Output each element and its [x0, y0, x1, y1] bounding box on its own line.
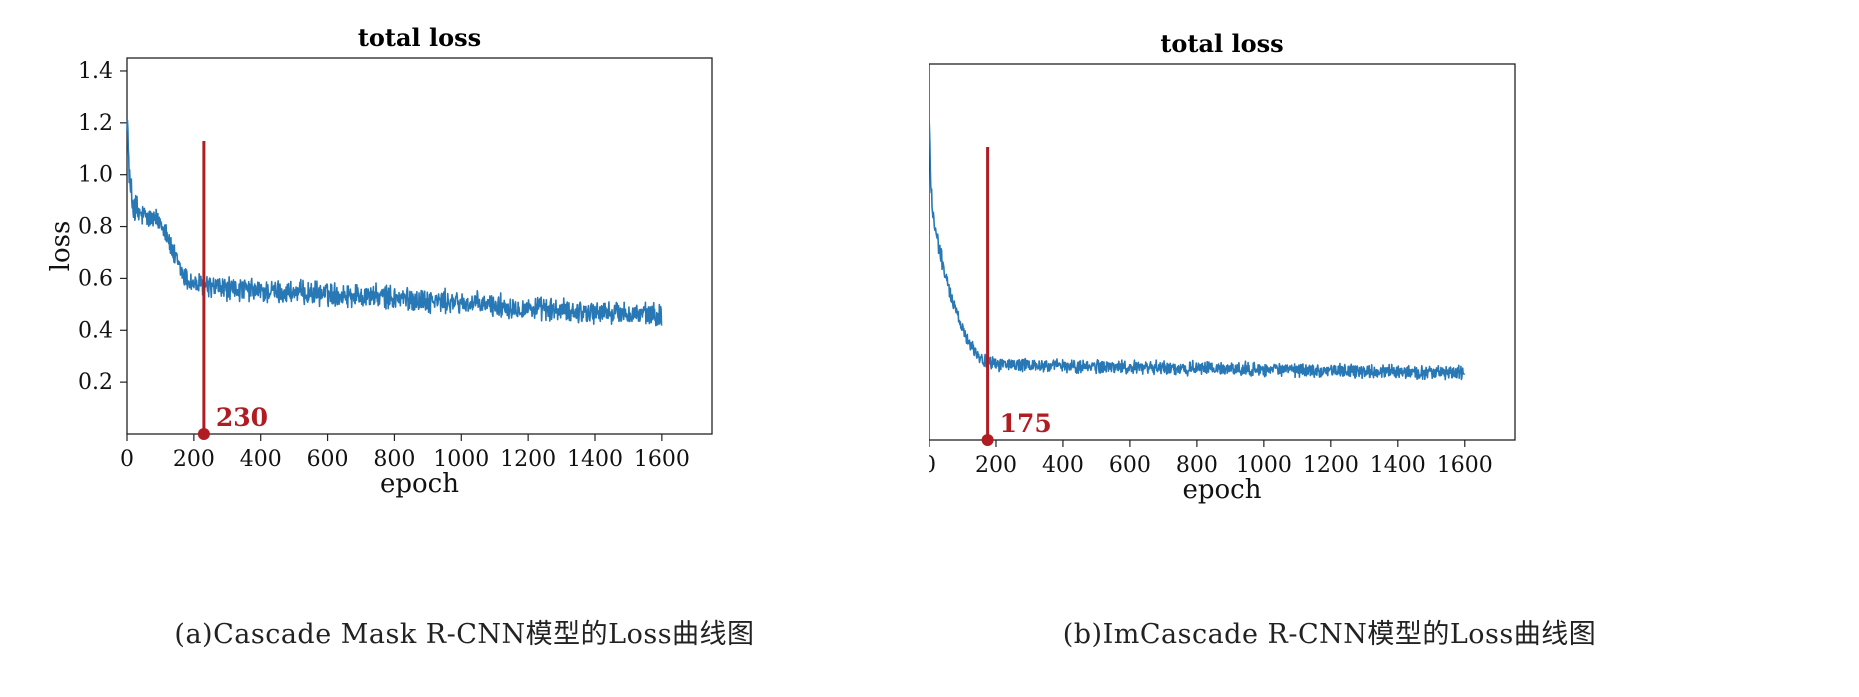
y-axis-label: loss	[46, 221, 76, 272]
x-tick-label: 1400	[567, 447, 623, 472]
x-tick-label: 200	[975, 453, 1017, 478]
caption-a: (a)Cascade Mask R-CNN模型的Loss曲线图	[174, 619, 755, 650]
caption-b: (b)ImCascade R-CNN模型的Loss曲线图	[1062, 619, 1597, 650]
y-tick-label: 0.4	[78, 318, 113, 343]
y-tick-label: 0.2	[78, 370, 113, 395]
chart-title: total loss	[358, 23, 481, 52]
x-tick-label: 1600	[634, 447, 690, 472]
epoch-marker-dot	[197, 428, 210, 440]
x-tick-label: 200	[173, 447, 215, 472]
x-tick-label: 1600	[1437, 453, 1493, 478]
y-tick-label: 1.2	[78, 111, 113, 136]
y-tick-label: 0.6	[78, 266, 113, 291]
y-tick-label: 1.0	[78, 163, 113, 188]
chart-b-group: total loss0.20.40.60.81.01.21.4020040060…	[929, 29, 1516, 505]
epoch-marker-label: 175	[1000, 409, 1052, 438]
plot-frame	[929, 63, 1516, 441]
x-tick-label: 600	[1109, 453, 1151, 478]
x-tick-label: 1400	[1370, 453, 1426, 478]
x-tick-label: 1200	[500, 447, 556, 472]
x-tick-label: 0	[120, 447, 134, 472]
y-tick-label: 1.4	[78, 59, 113, 84]
loss-series-line	[929, 117, 1466, 381]
x-tick-label: 1000	[1236, 453, 1292, 478]
loss-chart-b: total loss0.20.40.60.81.01.21.4020040060…	[929, 29, 1516, 505]
epoch-marker-label: 230	[216, 403, 268, 432]
chart-panel-a: total loss 0.2 0.4 0.6 0.8 1.0 1.2 1.4 0 200 400 60…	[0, 0, 929, 697]
loss-series-line	[126, 119, 663, 327]
x-axis-label: epoch	[380, 469, 459, 499]
x-tick-label: 800	[1176, 453, 1218, 478]
x-tick-label: 1200	[1303, 453, 1359, 478]
x-tick-label: 400	[1042, 453, 1084, 478]
chart-panel-b: total loss0.20.40.60.81.01.21.4020040060…	[800, 0, 1859, 697]
x-tick-label: 800	[373, 447, 415, 472]
epoch-marker-dot	[981, 434, 994, 446]
x-axis-label: epoch	[1183, 475, 1262, 505]
x-tick-label: 1000	[433, 447, 489, 472]
plot-frame	[126, 57, 713, 435]
x-tick-label: 0	[929, 453, 936, 478]
x-tick-label: 600	[307, 447, 349, 472]
chart-title: total loss	[1160, 29, 1283, 58]
loss-chart-a: total loss 0.2 0.4 0.6 0.8 1.0 1.2 1.4 0 200 400 60…	[46, 23, 713, 499]
x-tick-label: 400	[240, 447, 282, 472]
y-tick-label: 0.8	[78, 215, 113, 240]
